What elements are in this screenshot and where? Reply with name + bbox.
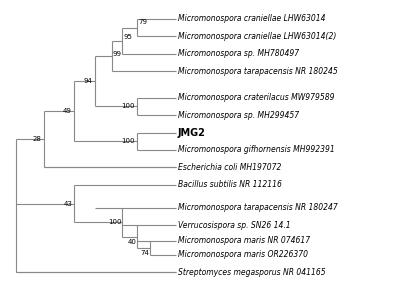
- Text: 74: 74: [140, 250, 149, 256]
- Text: Micromonospora maris NR 074617: Micromonospora maris NR 074617: [178, 237, 310, 245]
- Text: Micromonospora sp. MH780497: Micromonospora sp. MH780497: [178, 49, 299, 58]
- Text: Micromonospora sp. MH299457: Micromonospora sp. MH299457: [178, 110, 299, 120]
- Text: 40: 40: [127, 239, 136, 245]
- Text: 28: 28: [33, 136, 42, 142]
- Text: Streptomyces megasporus NR 041165: Streptomyces megasporus NR 041165: [178, 268, 325, 277]
- Text: Bacillus subtilis NR 112116: Bacillus subtilis NR 112116: [178, 180, 282, 189]
- Text: 100: 100: [122, 103, 135, 109]
- Text: 95: 95: [124, 34, 132, 40]
- Text: 100: 100: [122, 138, 135, 144]
- Text: Escherichia coli MH197072: Escherichia coli MH197072: [178, 163, 281, 172]
- Text: 100: 100: [108, 219, 122, 225]
- Text: 49: 49: [63, 108, 72, 114]
- Text: JMG2: JMG2: [178, 128, 206, 138]
- Text: Micromonospora maris OR226370: Micromonospora maris OR226370: [178, 250, 308, 259]
- Text: 99: 99: [113, 51, 122, 57]
- Text: Micromonospora gifhornensis MH992391: Micromonospora gifhornensis MH992391: [178, 146, 334, 154]
- Text: 79: 79: [138, 19, 147, 25]
- Text: Micromonospora craterilacus MW979589: Micromonospora craterilacus MW979589: [178, 93, 334, 102]
- Text: 94: 94: [84, 78, 93, 84]
- Text: 43: 43: [64, 200, 72, 206]
- Text: Verrucosispora sp. SN26 14.1: Verrucosispora sp. SN26 14.1: [178, 221, 290, 230]
- Text: Micromonospora tarapacensis NR 180245: Micromonospora tarapacensis NR 180245: [178, 67, 338, 76]
- Text: Micromonospora tarapacensis NR 180247: Micromonospora tarapacensis NR 180247: [178, 203, 338, 212]
- Text: Micromonospora craniellae LHW63014: Micromonospora craniellae LHW63014: [178, 14, 325, 23]
- Text: Micromonospora craniellae LHW63014(2): Micromonospora craniellae LHW63014(2): [178, 32, 336, 41]
